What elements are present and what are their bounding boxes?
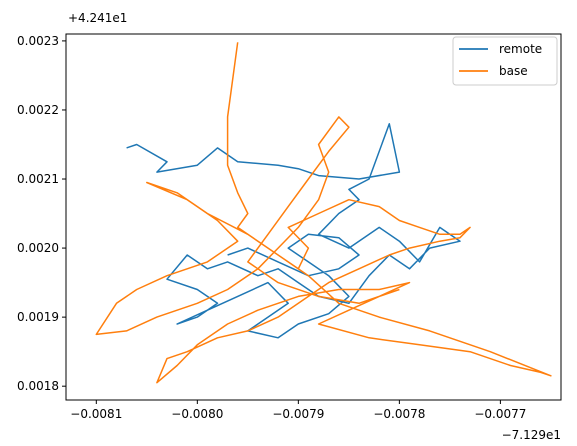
series-layer [95, 42, 552, 384]
series-line-base [95, 42, 552, 384]
plot-area [66, 34, 561, 400]
legend-label-base: base [499, 64, 528, 78]
x-tick-label: −0.0077 [474, 407, 526, 421]
legend: remote base [452, 36, 558, 86]
y-tick-label: 0.0023 [17, 34, 59, 48]
y-tick-label: 0.0018 [17, 379, 59, 393]
x-tick-label: −0.0080 [171, 407, 223, 421]
y-tick-label: 0.0020 [17, 241, 59, 255]
x-tick-label: −0.0081 [70, 407, 122, 421]
y-axis: 0.0018 0.0019 0.0020 0.0021 0.0022 0.0023 [17, 34, 66, 393]
y-tick-label: 0.0021 [17, 172, 59, 186]
x-tick-label: −0.0079 [272, 407, 324, 421]
series-line-remote [126, 123, 461, 339]
x-tick-label: −0.0078 [373, 407, 425, 421]
y-offset-label: +4.241e1 [68, 11, 127, 25]
y-tick-label: 0.0019 [17, 310, 59, 324]
x-axis: −0.0081 −0.0080 −0.0079 −0.0078 −0.0077 [70, 400, 526, 421]
plot-frame [65, 33, 562, 401]
legend-label-remote: remote [499, 42, 542, 56]
y-tick-label: 0.0022 [17, 103, 59, 117]
x-offset-label: −7.129e1 [502, 428, 561, 442]
